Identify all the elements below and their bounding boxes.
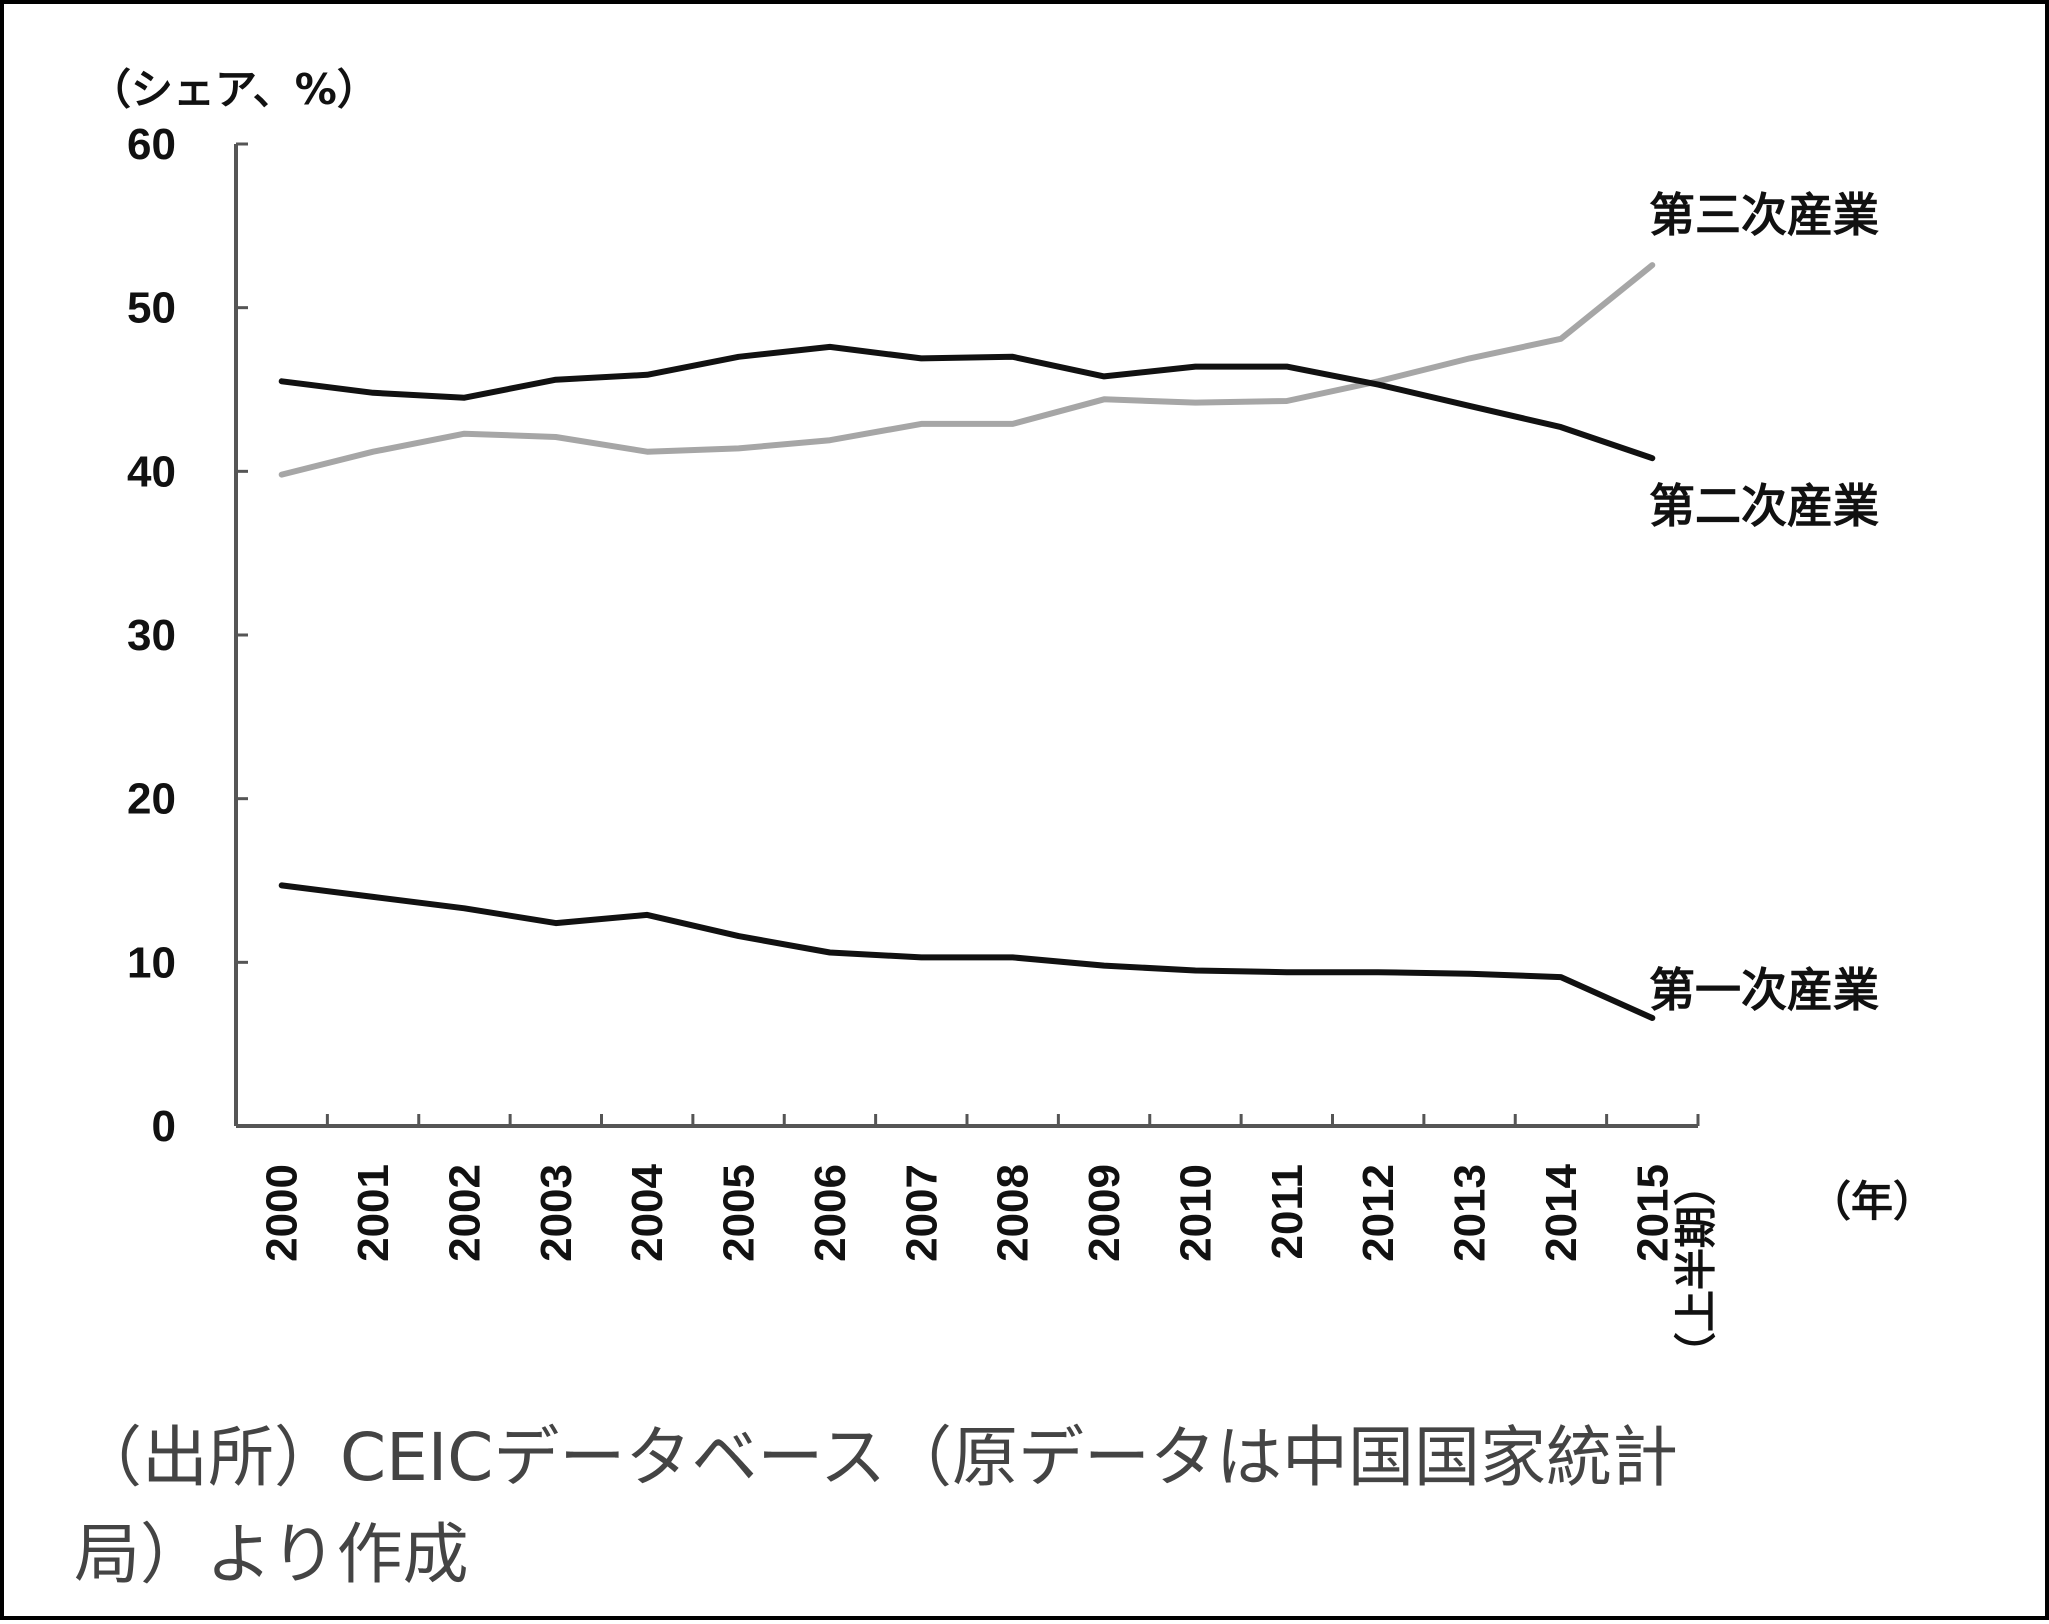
- data-point: [1102, 374, 1106, 378]
- y-tick-label: 40: [127, 447, 176, 496]
- x-tick-label: 2005: [715, 1164, 764, 1262]
- data-point: [1468, 356, 1472, 360]
- data-point: [645, 450, 649, 454]
- data-point: [1559, 425, 1563, 429]
- y-tick-label: 10: [127, 938, 176, 987]
- data-point: [1102, 964, 1106, 968]
- x-tick-label: 2001: [349, 1164, 398, 1262]
- data-point: [1468, 972, 1472, 976]
- data-point: [1285, 365, 1289, 369]
- x-tick-label: 2009: [1080, 1164, 1129, 1262]
- series-label-3: 第一次産業: [1649, 963, 1879, 1017]
- data-point: [280, 379, 284, 383]
- data-point: [1193, 401, 1197, 405]
- x-tick-label: 2003: [532, 1164, 581, 1262]
- data-point: [1376, 383, 1380, 387]
- source-note-line-1: （出所）CEICデータベース（原データは中国国家統計: [76, 1419, 1679, 1496]
- y-tick-label: 30: [127, 611, 176, 660]
- data-point: [554, 435, 558, 439]
- series-label-1: 第三次産業: [1649, 188, 1879, 242]
- series-line-3: [278, 882, 1656, 1021]
- data-point: [371, 450, 375, 454]
- x-tick-label: 2000: [258, 1164, 307, 1262]
- data-point: [554, 921, 558, 925]
- axes: [234, 144, 1698, 1128]
- x-axis-unit: （年）: [1809, 1177, 1935, 1226]
- y-axis-ticks: 0 10 20 30 40 50 60: [127, 120, 248, 1151]
- data-point: [1376, 970, 1380, 974]
- data-point: [1650, 1016, 1654, 1020]
- data-point: [1102, 397, 1106, 401]
- x-axis-ticks: 2000 2001 2002 2003 2004 2005 2006 2007 2008 2009…: [234, 1114, 1720, 1374]
- data-point: [280, 883, 284, 887]
- source-note-line-2: 局）より作成: [74, 1516, 469, 1593]
- data-point: [1650, 263, 1654, 267]
- x-tick-label: 2014: [1537, 1163, 1586, 1261]
- data-point: [737, 355, 741, 359]
- data-point: [1193, 969, 1197, 973]
- data-point: [737, 934, 741, 938]
- x-tick-label: 2013: [1446, 1164, 1495, 1262]
- data-point: [280, 473, 284, 477]
- data-point: [828, 345, 832, 349]
- x-tick-label: 2012: [1354, 1164, 1403, 1262]
- y-tick-label: 60: [127, 120, 176, 169]
- data-point: [1011, 355, 1015, 359]
- x-tick-label: 2010: [1171, 1164, 1220, 1262]
- data-point: [919, 356, 923, 360]
- data-point: [462, 396, 466, 400]
- x-tick-label: 2015: [1628, 1164, 1677, 1262]
- data-point: [1650, 456, 1654, 460]
- series-line-2: [278, 343, 1656, 462]
- series-label-2: 第二次産業: [1649, 479, 1879, 533]
- data-point: [1285, 970, 1289, 974]
- x-tick-label: 2002: [440, 1164, 489, 1262]
- data-point: [554, 378, 558, 382]
- y-tick-label: 0: [152, 1102, 176, 1151]
- data-point: [828, 438, 832, 442]
- data-point: [828, 951, 832, 955]
- y-axis-label: （シェア、%）: [89, 65, 379, 114]
- data-point: [462, 432, 466, 436]
- data-point: [462, 906, 466, 910]
- x-tick-label: 2007: [897, 1164, 946, 1262]
- data-point: [371, 391, 375, 395]
- data-point: [645, 913, 649, 917]
- data-point: [919, 955, 923, 959]
- x-tick-label: 2011: [1263, 1164, 1312, 1259]
- series-lines: [278, 262, 1656, 1021]
- data-point: [1559, 975, 1563, 979]
- data-point: [919, 422, 923, 426]
- data-point: [737, 446, 741, 450]
- data-point: [1011, 422, 1015, 426]
- data-point: [1193, 365, 1197, 369]
- y-tick-label: 50: [127, 284, 176, 333]
- series-line-1: [278, 262, 1656, 478]
- x-tick-label: 2006: [806, 1164, 855, 1262]
- x-tick-label: 2008: [989, 1164, 1038, 1262]
- data-point: [645, 373, 649, 377]
- x-tick-label: 2004: [623, 1163, 672, 1261]
- data-point: [1011, 955, 1015, 959]
- data-point: [371, 895, 375, 899]
- data-point: [1468, 404, 1472, 408]
- y-tick-label: 20: [127, 775, 176, 824]
- x-tick-note: （上半期）: [1671, 1164, 1720, 1374]
- data-point: [1559, 337, 1563, 341]
- data-point: [1285, 399, 1289, 403]
